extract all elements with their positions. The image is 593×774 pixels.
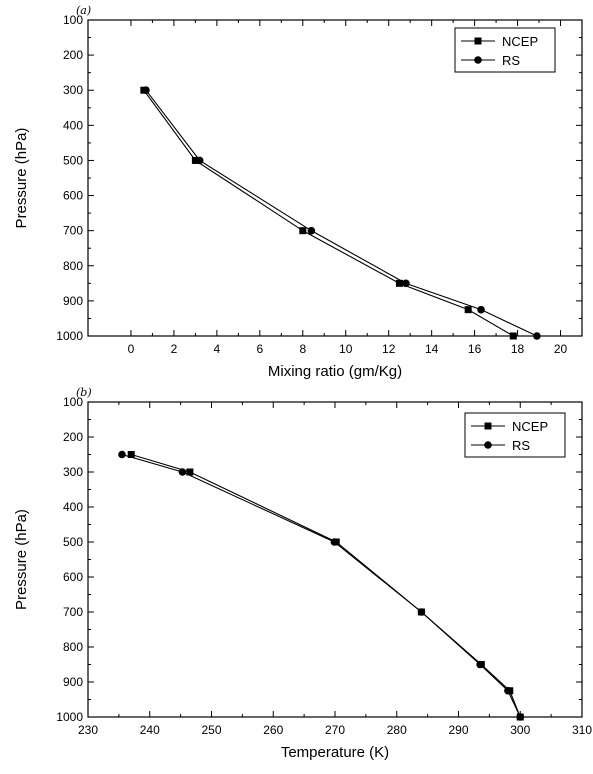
x-tick-label: 280 [387, 723, 407, 737]
legend-marker-ncep [484, 422, 492, 430]
y-tick-label: 300 [63, 83, 83, 97]
x-tick-label: 10 [339, 342, 353, 356]
y-tick-label: 700 [63, 605, 83, 619]
x-tick-label: 0 [128, 342, 135, 356]
data-point-rs [142, 86, 150, 95]
data-point-rs [118, 450, 126, 459]
y-tick-label: 400 [63, 118, 83, 132]
x-tick-label: 8 [299, 342, 306, 356]
data-point-rs [402, 279, 410, 288]
y-tick-label: 200 [63, 48, 83, 62]
x-tick-label: 250 [201, 723, 221, 737]
series-line-ncep [131, 453, 521, 718]
data-point-rs [330, 538, 339, 546]
y-tick-label: 800 [63, 259, 83, 273]
legend-marker-rs [484, 441, 492, 449]
data-point-ncep [191, 156, 199, 164]
legend-label-ncep: NCEP [512, 419, 548, 434]
x-tick-label: 300 [510, 723, 530, 737]
x-tick-label: 4 [214, 342, 221, 356]
legend-label-rs: RS [502, 53, 520, 68]
x-tick-label: 6 [256, 342, 263, 356]
x-tick-label: 240 [140, 723, 160, 737]
y-tick-label: 800 [63, 640, 83, 654]
x-tick-label: 12 [382, 342, 396, 356]
panel-label: (b) [76, 386, 92, 399]
data-point-ncep [299, 227, 307, 235]
x-axis-title: Temperature (K) [281, 744, 389, 761]
y-tick-label: 100 [63, 395, 83, 409]
legend-box [464, 412, 566, 458]
y-tick-label: 700 [63, 224, 83, 238]
y-tick-label: 400 [63, 500, 83, 514]
y-tick-label: 600 [63, 570, 83, 584]
y-tick-label: 1000 [56, 329, 83, 343]
data-point-ncep [395, 279, 403, 287]
y-axis-title: Pressure (hPa) [13, 128, 30, 229]
y-tick-label: 900 [63, 294, 83, 308]
y-axis-title: Pressure (hPa) [13, 509, 30, 610]
legend-box [454, 27, 556, 73]
data-point-rs [516, 713, 525, 721]
data-point-ncep [186, 468, 194, 476]
panel-a: 100 200 300 400 500 600 700 800 900 1000 0 2 4 6 8 10 12… [13, 4, 583, 380]
y-tick-label: 500 [63, 535, 83, 549]
x-tick-label: 270 [325, 723, 345, 737]
data-point-ncep [127, 451, 135, 458]
legend-label-rs: RS [512, 438, 530, 453]
panel-label: (a) [76, 4, 91, 17]
data-point-rs [307, 226, 316, 235]
data-point-rs [178, 468, 187, 476]
x-axis-title: Mixing ratio (gm/Kg) [268, 363, 402, 380]
series-line-ncep [143, 89, 514, 337]
y-tick-label: 900 [63, 675, 83, 689]
x-tick-label: 290 [448, 723, 468, 737]
legend: NCEP RS [464, 412, 566, 458]
data-point-ncep [509, 332, 517, 340]
x-tick-label: 16 [468, 342, 482, 356]
x-tick-label: 310 [572, 723, 592, 737]
data-point-rs [533, 332, 541, 340]
y-tick-label: 600 [63, 189, 83, 203]
data-point-rs [417, 608, 426, 616]
legend-marker-ncep [474, 37, 482, 45]
data-point-rs [504, 686, 512, 695]
y-tick-label: 500 [63, 153, 83, 167]
data-point-rs [195, 156, 204, 165]
legend-label-ncep: NCEP [502, 34, 538, 49]
y-tick-label: 300 [63, 465, 83, 479]
x-tick-label: 18 [511, 342, 525, 356]
y-tick-label: 100 [63, 13, 83, 27]
x-tick-label: 260 [263, 723, 283, 737]
legend-marker-rs [474, 56, 482, 64]
series-line-rs [145, 89, 538, 337]
x-tick-label: 2 [171, 342, 178, 356]
x-tick-label: 14 [425, 342, 439, 356]
x-tick-label: 20 [554, 342, 568, 356]
data-point-ncep [464, 306, 472, 314]
x-tick-label: 230 [78, 723, 98, 737]
y-tick-label: 200 [63, 430, 83, 444]
data-point-rs [476, 660, 484, 669]
data-point-rs [477, 305, 485, 314]
legend: NCEP RS [454, 27, 556, 73]
y-tick-label: 1000 [56, 710, 83, 724]
series-line-rs [121, 453, 521, 718]
